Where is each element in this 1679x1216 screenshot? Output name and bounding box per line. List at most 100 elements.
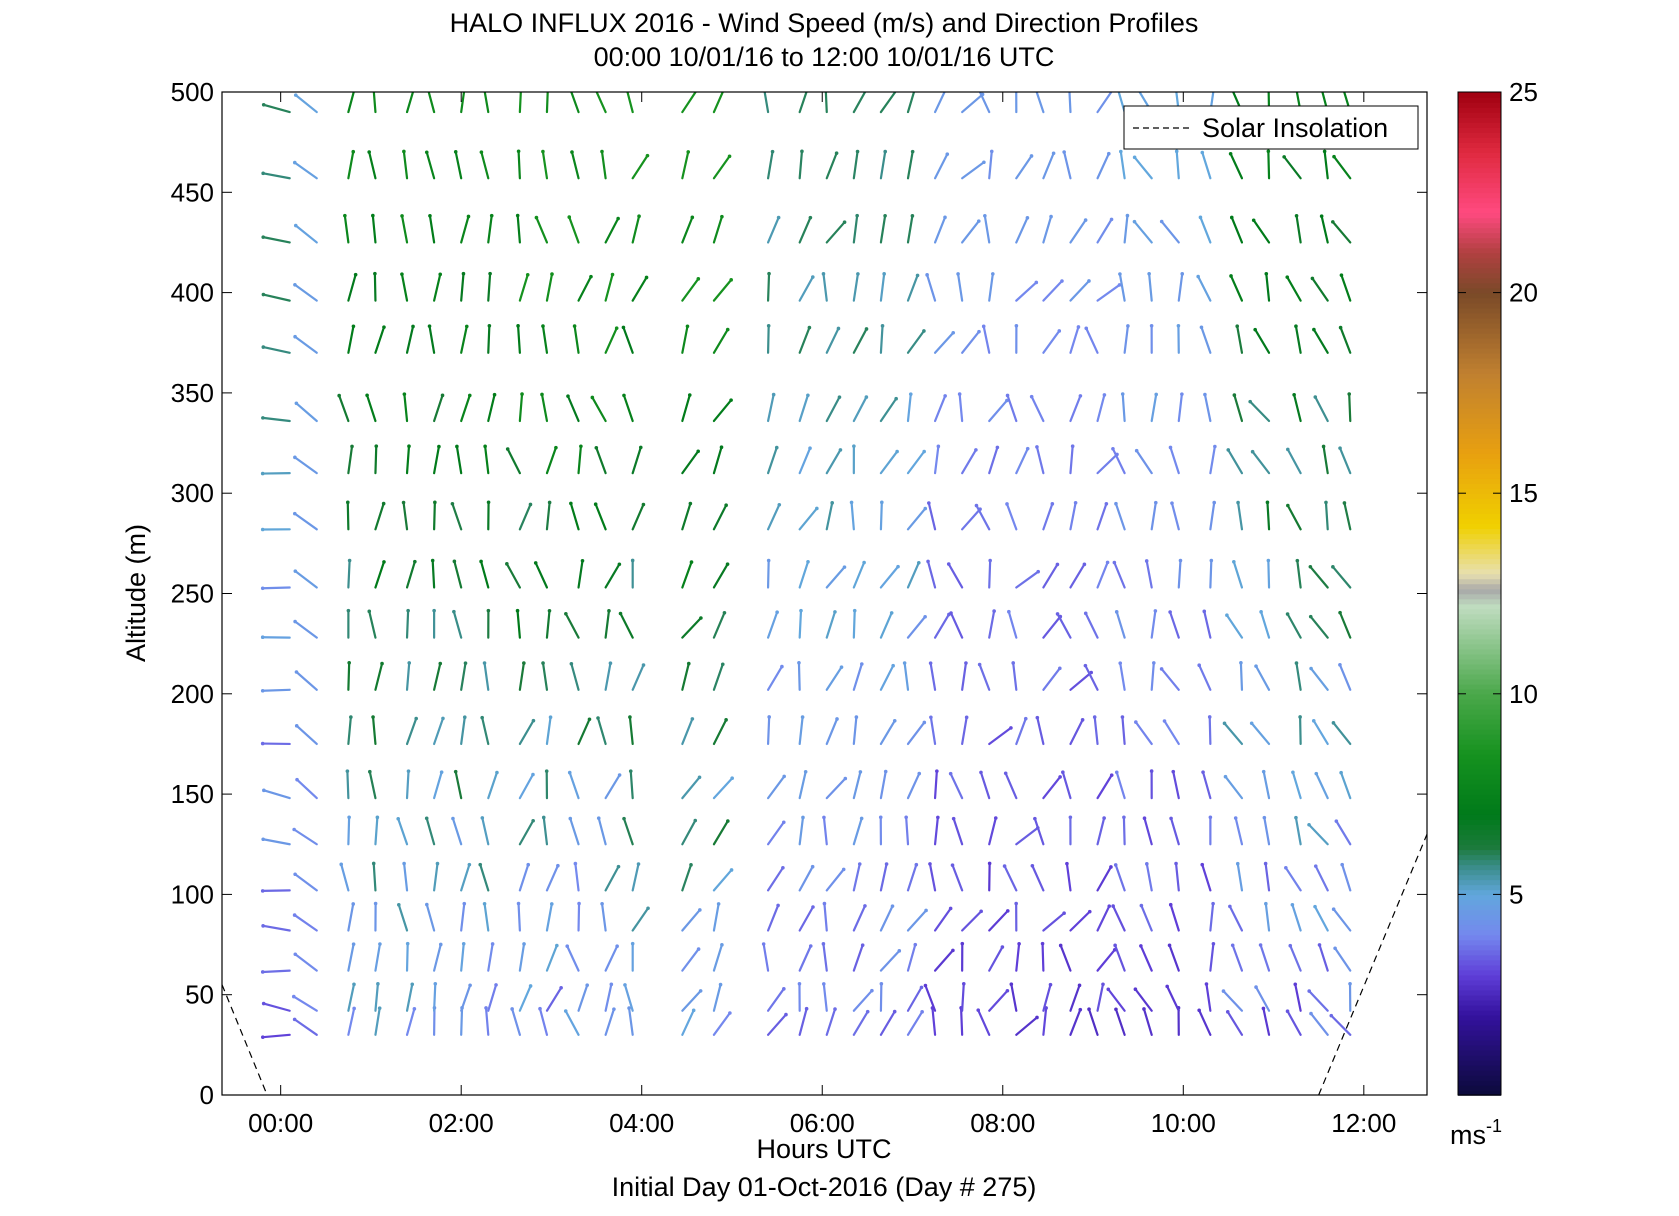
wind-vector	[518, 819, 535, 846]
colorbar-segment	[1458, 929, 1501, 936]
wind-vector-head	[347, 815, 351, 820]
wind-vector-head	[689, 863, 693, 867]
wind-vector-head	[292, 827, 296, 832]
wind-vector	[293, 283, 318, 302]
wind-vector-head	[1319, 84, 1323, 88]
wind-vector-head	[1236, 500, 1240, 505]
wind-vector	[347, 92, 355, 114]
wind-vector-head	[464, 324, 469, 329]
wind-vector	[374, 445, 378, 475]
wind-vector-head	[478, 862, 483, 867]
wind-vector-head	[528, 502, 533, 507]
wind-vector	[460, 662, 467, 691]
wind-vector-head	[293, 872, 297, 877]
wind-vector	[1114, 1008, 1126, 1036]
wind-vector-head	[919, 985, 924, 990]
wind-vector-head	[854, 715, 859, 719]
colorbar-segment	[1458, 377, 1501, 384]
wind-vector	[681, 776, 701, 800]
wind-vector-head	[976, 86, 980, 90]
wind-vector	[766, 393, 775, 423]
wind-vector-head	[292, 913, 297, 917]
wind-vector	[294, 570, 318, 589]
wind-vector	[479, 560, 490, 589]
wind-vector-head	[1065, 861, 1069, 866]
wind-vector	[879, 949, 901, 972]
wind-vector-head	[1339, 273, 1344, 277]
wind-vector	[929, 716, 937, 746]
wind-vector-head	[723, 86, 727, 90]
wind-vector	[545, 944, 558, 972]
wind-vector	[1135, 449, 1153, 475]
wind-vector-head	[260, 688, 265, 693]
wind-vector	[933, 394, 947, 423]
wind-vector	[933, 949, 955, 972]
wind-vector-head	[295, 777, 299, 782]
wind-vector	[798, 770, 807, 800]
wind-vector	[1172, 770, 1180, 800]
wind-vector	[906, 450, 926, 475]
wind-vector	[1309, 565, 1329, 589]
wind-vector-head	[1197, 1008, 1201, 1013]
wind-vector-head	[810, 864, 815, 869]
wind-vector	[1168, 944, 1180, 972]
wind-vector	[1291, 903, 1302, 932]
wind-vector-head	[895, 449, 899, 454]
wind-vector	[1069, 501, 1077, 531]
wind-vector	[852, 770, 862, 800]
wind-vector	[487, 324, 491, 354]
y-tick-label: 150	[171, 779, 214, 809]
wind-vector-head	[1142, 816, 1147, 821]
wind-vector-head	[293, 334, 297, 339]
wind-vector	[681, 560, 693, 589]
wind-vector-head	[1005, 502, 1009, 506]
colorbar-segment	[1458, 478, 1501, 484]
wind-vector-head	[1294, 213, 1299, 218]
wind-vector	[517, 150, 521, 180]
wind-vector	[712, 983, 722, 1012]
wind-vector-head	[1084, 326, 1089, 331]
wind-vector-head	[860, 662, 864, 666]
wind-vector	[347, 983, 356, 1012]
wind-vector	[604, 662, 612, 691]
legend-label-solar-insolation: Solar Insolation	[1202, 113, 1388, 143]
wind-vector	[631, 446, 642, 475]
wind-vector	[977, 1009, 991, 1036]
wind-vector-head	[461, 271, 466, 276]
wind-vector	[433, 662, 442, 691]
wind-vector	[293, 913, 318, 932]
wind-vector-head	[964, 715, 969, 720]
colorbar-segment	[1458, 372, 1501, 379]
wind-vector-head	[641, 502, 646, 507]
colorbar-segment	[1458, 1019, 1501, 1026]
wind-vector	[949, 611, 964, 639]
wind-vector-head	[1282, 155, 1286, 159]
wind-vector-head	[892, 1009, 897, 1014]
wind-vector	[988, 726, 1013, 746]
wind-vector-head	[1265, 500, 1270, 505]
wind-vector-head	[1149, 323, 1154, 328]
wind-vector-head	[856, 272, 860, 276]
wind-vector-head	[1310, 276, 1315, 281]
wind-vector-head	[577, 901, 581, 906]
wind-vector-head	[463, 84, 467, 88]
wind-vector	[681, 216, 694, 244]
wind-vector-head	[1339, 770, 1343, 775]
wind-vector	[505, 562, 521, 589]
wind-vector	[798, 716, 804, 746]
wind-vector	[947, 562, 964, 589]
wind-vector-head	[452, 559, 457, 564]
wind-vector-head	[623, 983, 627, 987]
wind-vector-head	[376, 982, 380, 986]
wind-vector-head	[610, 272, 615, 277]
colorbar-segment	[1458, 934, 1501, 941]
wind-vector	[1265, 272, 1271, 302]
wind-vector	[1197, 275, 1212, 302]
wind-vector	[600, 150, 607, 180]
wind-vector	[1232, 560, 1244, 589]
colorbar-segment	[1458, 297, 1501, 304]
colorbar-segment	[1458, 513, 1501, 520]
wind-vector-head	[1284, 866, 1288, 870]
wind-vector-head	[1225, 613, 1229, 618]
